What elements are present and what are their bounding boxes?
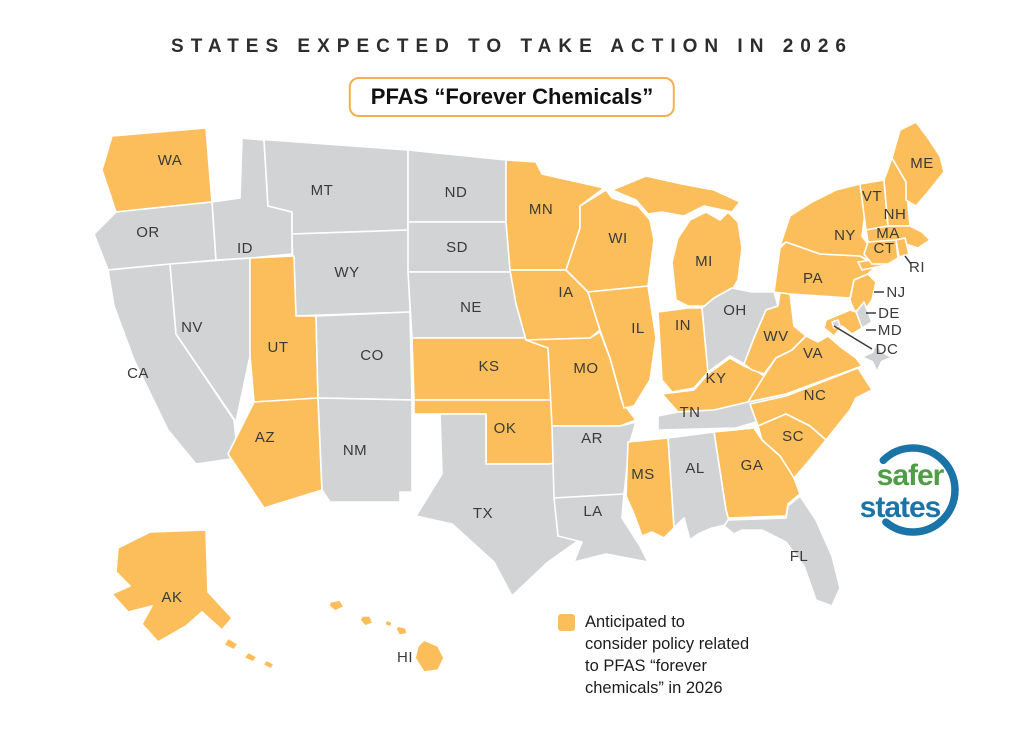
state-label-oh: OH xyxy=(723,302,747,319)
state-label-ma: MA xyxy=(876,225,900,242)
state-label-wy: WY xyxy=(334,264,359,281)
state-label-in: IN xyxy=(675,317,691,334)
state-hi xyxy=(328,599,445,673)
state-label-mi: MI xyxy=(695,253,713,270)
state-label-me: ME xyxy=(910,155,934,172)
state-label-ne: NE xyxy=(460,299,482,316)
state-label-wa: WA xyxy=(158,152,183,169)
state-in xyxy=(657,307,709,393)
state-label-fl: FL xyxy=(790,548,809,565)
state-label-dc: DC xyxy=(876,341,899,358)
state-wa xyxy=(101,127,213,213)
state-label-wi: WI xyxy=(608,230,627,247)
state-nj xyxy=(849,273,877,315)
state-label-ca: CA xyxy=(127,365,149,382)
state-label-de: DE xyxy=(878,305,900,322)
state-label-ga: GA xyxy=(741,457,764,474)
state-fl xyxy=(723,495,841,607)
legend-swatch xyxy=(558,614,575,631)
state-label-ok: OK xyxy=(494,420,517,437)
legend-line: to PFAS “forever xyxy=(585,657,707,675)
state-label-ut: UT xyxy=(268,339,289,356)
state-label-nm: NM xyxy=(343,442,367,459)
state-me xyxy=(891,121,945,207)
legend-label: Anticipated to consider policy related t… xyxy=(585,611,749,699)
state-label-ar: AR xyxy=(581,430,603,447)
state-label-pa: PA xyxy=(803,270,823,287)
state-label-sd: SD xyxy=(446,239,468,256)
state-label-sc: SC xyxy=(782,428,804,445)
legend-line: chemicals” in 2026 xyxy=(585,679,723,697)
state-label-nv: NV xyxy=(181,319,203,336)
safer-states-logo: safer states xyxy=(860,444,959,536)
legend: Anticipated to consider policy related t… xyxy=(558,611,749,699)
legend-line: consider policy related xyxy=(585,635,750,653)
state-la xyxy=(553,493,649,563)
state-label-ct: CT xyxy=(874,240,895,257)
state-label-mo: MO xyxy=(573,360,598,377)
compass-star-icon xyxy=(864,344,890,370)
state-label-tn: TN xyxy=(680,404,701,421)
state-label-ms: MS xyxy=(631,466,655,483)
state-label-vt: VT xyxy=(862,188,882,205)
state-nm xyxy=(317,397,413,503)
state-nh xyxy=(883,157,911,227)
state-label-al: AL xyxy=(685,460,704,477)
state-label-la: LA xyxy=(583,503,602,520)
state-label-ks: KS xyxy=(478,358,499,375)
state-md xyxy=(823,309,863,337)
state-label-nc: NC xyxy=(804,387,827,404)
state-label-md: MD xyxy=(878,322,902,339)
state-label-ri: RI xyxy=(909,259,925,276)
state-ak xyxy=(111,529,275,670)
state-label-mt: MT xyxy=(311,182,334,199)
state-label-mn: MN xyxy=(529,201,553,218)
state-shapes xyxy=(93,121,945,673)
state-labels: WA OR CA NV ID MT WY UT CO AZ NM ND SD N… xyxy=(127,152,934,666)
label-leader-lines xyxy=(833,255,912,350)
state-label-ny: NY xyxy=(834,227,856,244)
state-label-id: ID xyxy=(237,240,253,257)
state-label-nh: NH xyxy=(884,206,907,223)
page-title: STATES EXPECTED TO TAKE ACTION IN 2026 xyxy=(171,36,853,57)
state-ms xyxy=(625,437,675,539)
state-label-nj: NJ xyxy=(886,284,905,301)
state-label-va: VA xyxy=(803,345,823,362)
state-label-hi: HI xyxy=(397,649,413,666)
state-wv xyxy=(743,291,807,375)
state-label-ky: KY xyxy=(705,370,726,387)
state-label-nd: ND xyxy=(445,184,468,201)
logo-ring xyxy=(867,444,959,536)
legend-line: Anticipated to xyxy=(585,613,685,631)
state-tx xyxy=(415,413,583,597)
state-label-az: AZ xyxy=(255,429,275,446)
state-al xyxy=(667,431,731,541)
state-ok xyxy=(413,399,563,465)
state-label-il: IL xyxy=(631,320,645,337)
state-label-wv: WV xyxy=(763,328,788,345)
state-il xyxy=(587,285,657,409)
state-label-co: CO xyxy=(360,347,384,364)
state-label-tx: TX xyxy=(473,505,493,522)
state-label-ia: IA xyxy=(558,284,573,301)
subtitle-badge: PFAS “Forever Chemicals” xyxy=(348,77,676,117)
state-label-or: OR xyxy=(136,224,160,241)
state-az xyxy=(227,397,323,509)
logo-word-states: states xyxy=(860,491,941,524)
state-label-ak: AK xyxy=(161,589,182,606)
state-ri xyxy=(895,237,910,258)
logo-word-safer: safer xyxy=(877,459,945,492)
